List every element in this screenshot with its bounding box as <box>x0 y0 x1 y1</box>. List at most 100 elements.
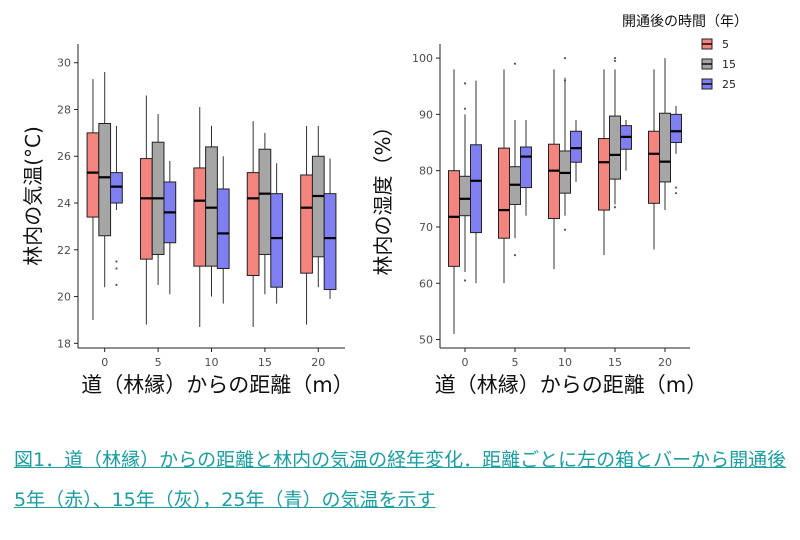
outlier-point <box>563 228 567 231</box>
box-5yr-5 <box>139 95 153 325</box>
outlier-point <box>513 254 517 257</box>
box-25yr-20 <box>670 105 682 195</box>
legend-title: 開通後の時間（年） <box>622 14 748 30</box>
y-tick-label: 60 <box>419 277 433 290</box>
box-25yr-10 <box>570 120 582 182</box>
box-body <box>570 130 582 163</box>
x-tick-label: 15 <box>608 356 622 369</box>
box-15yr-5 <box>509 62 521 257</box>
y-axis-title: 林内の湿度（%） <box>371 116 395 275</box>
box-body <box>139 158 153 260</box>
x-tick-label: 15 <box>258 356 272 369</box>
chart-figure: 18 20 22 24 26 28 30 0 5 10 15 20 林内の気温(°C) 道（林縁）からの距… <box>21 14 748 397</box>
outlier-point <box>513 62 517 65</box>
legend-label: 25 <box>722 78 736 91</box>
box-15yr-0 <box>459 82 471 282</box>
x-tick-label: 20 <box>658 356 672 369</box>
legend: 開通後の時間（年） 5 15 25 <box>622 14 748 91</box>
box-body <box>205 146 218 267</box>
box-body <box>246 172 260 277</box>
outlier-point <box>463 82 467 85</box>
box-15yr-10 <box>205 125 218 297</box>
box-body <box>659 112 671 183</box>
box-body <box>258 148 272 255</box>
outlier-point <box>463 279 467 282</box>
box-25yr-0 <box>470 80 482 284</box>
legend-key-5: 5 <box>701 38 729 51</box>
box-body <box>98 123 112 237</box>
box-body <box>498 147 510 239</box>
legend-label: 5 <box>722 38 729 51</box>
box-body <box>270 193 284 288</box>
box-5yr-0 <box>448 69 460 334</box>
y-tick-label: 22 <box>57 244 71 257</box>
box-5yr-0 <box>86 79 100 320</box>
box-body <box>670 113 682 144</box>
outlier-point <box>115 260 118 263</box>
temperature-boxplot: 18 20 22 24 26 28 30 0 5 10 15 20 林内の気温(°C) 道（林縁）からの距… <box>21 44 354 397</box>
y-tick-label: 100 <box>412 52 433 65</box>
box-25yr-5 <box>163 160 177 295</box>
outlier-point <box>613 59 617 62</box>
x-tick-label: 0 <box>462 356 469 369</box>
box-body <box>448 170 460 267</box>
outlier-point <box>463 107 467 110</box>
box-5yr-20 <box>648 69 660 250</box>
box-15yr-5 <box>151 114 165 285</box>
box-15yr-10 <box>559 56 571 231</box>
x-tick-label: 0 <box>101 356 108 369</box>
box-body <box>216 188 230 269</box>
box-15yr-15 <box>258 132 272 295</box>
box-body <box>323 193 337 291</box>
box-25yr-15 <box>620 120 632 171</box>
box-15yr-20 <box>659 58 671 211</box>
outlier-point <box>115 283 118 286</box>
y-tick-label: 70 <box>419 221 433 234</box>
box-body <box>470 144 482 234</box>
box-body <box>300 174 313 274</box>
outlier-point <box>613 56 617 60</box>
legend-key-15: 15 <box>701 58 736 71</box>
box-body <box>311 155 325 258</box>
x-tick-label: 20 <box>311 356 325 369</box>
box-5yr-10 <box>548 69 560 270</box>
y-tick-label: 20 <box>57 291 71 304</box>
box-body <box>86 132 100 218</box>
outlier-point <box>115 267 118 270</box>
y-tick-label: 28 <box>57 103 71 116</box>
box-25yr-15 <box>270 163 284 304</box>
box-5yr-20 <box>300 125 313 325</box>
box-5yr-15 <box>246 121 260 327</box>
box-body <box>520 146 532 189</box>
box-15yr-0 <box>98 72 112 288</box>
outlier-point <box>563 56 567 60</box>
y-tick-label: 80 <box>419 165 433 178</box>
outlier-point <box>563 79 567 82</box>
box-5yr-10 <box>193 107 207 327</box>
box-25yr-0 <box>110 125 123 286</box>
box-5yr-5 <box>498 69 510 284</box>
box-body <box>598 138 610 211</box>
x-axis-title: 道（林縁）からの距離（m） <box>81 373 353 397</box>
y-tick-label: 26 <box>57 150 71 163</box>
box-body <box>193 167 207 267</box>
y-tick-label: 50 <box>419 334 433 347</box>
box-15yr-20 <box>311 125 325 288</box>
box-5yr-15 <box>598 69 610 256</box>
outlier-point <box>613 206 617 209</box>
legend-key-25: 25 <box>701 78 736 91</box>
box-25yr-10 <box>216 156 230 304</box>
legend-label: 15 <box>722 58 736 71</box>
box-body <box>548 143 560 220</box>
figure-caption: 図1．道（林縁）からの距離と林内の気温の経年変化．距離ごとに左の箱とバーから開通… <box>14 449 787 511</box>
x-axis-title: 道（林縁）からの距離（m） <box>435 373 707 397</box>
x-tick-label: 10 <box>205 356 219 369</box>
outlier-point <box>674 192 678 195</box>
y-axis-title: 林内の気温(°C) <box>21 126 45 266</box>
box-body <box>609 115 621 180</box>
humidity-boxplot: 50 60 70 80 90 100 0 5 10 15 20 林内の湿度（%） 道（林縁）からの距離（… <box>371 44 707 397</box>
box-25yr-5 <box>520 120 532 216</box>
box-25yr-20 <box>323 158 337 299</box>
x-tick-label: 5 <box>512 356 519 369</box>
outlier-point <box>674 186 678 189</box>
